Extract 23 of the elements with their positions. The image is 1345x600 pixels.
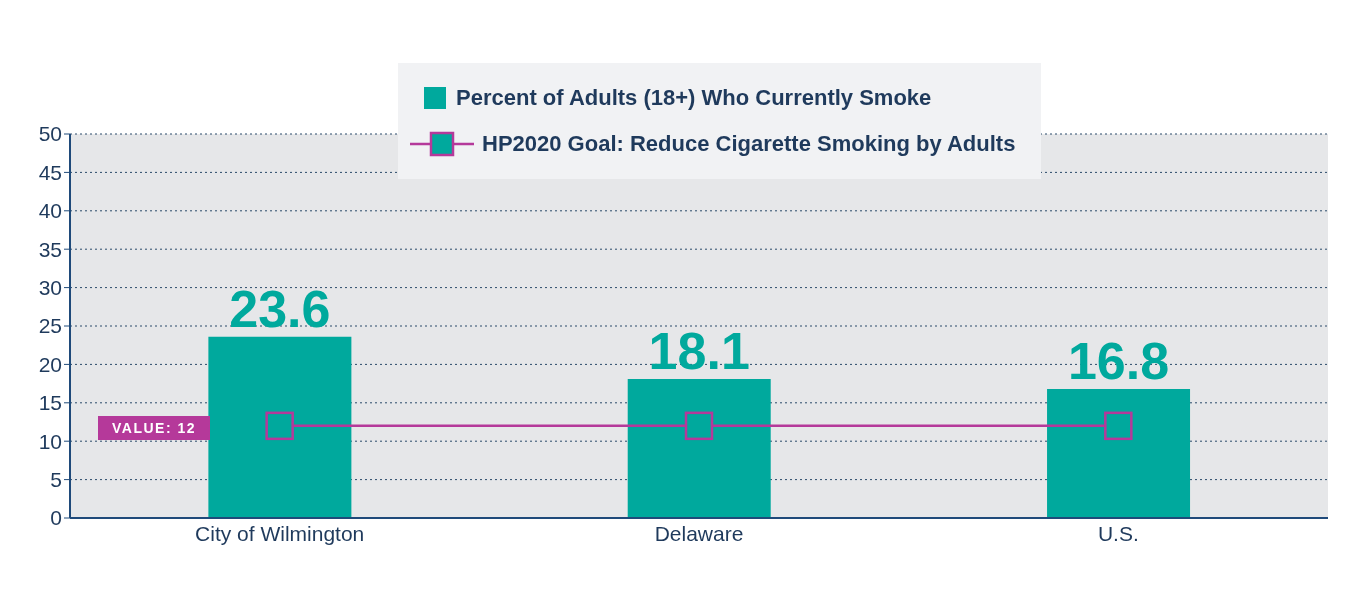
x-tick-label: Delaware	[654, 521, 744, 545]
y-tick-label: 20	[38, 352, 62, 376]
annotation: VALUE: 12	[98, 416, 211, 441]
y-tick-label: 50	[38, 122, 62, 146]
data-label: 18.1	[648, 321, 750, 380]
y-tick-label: 10	[38, 429, 62, 453]
legend-label: HP2020 Goal: Reduce Cigarette Smoking by Adults	[482, 131, 1016, 157]
y-tick-label: 5	[50, 468, 62, 492]
y-tick-label: 40	[38, 199, 62, 223]
y-tick-label: 0	[50, 506, 62, 530]
y-tick-label: 15	[38, 391, 62, 415]
bar	[208, 336, 352, 518]
data-label: 23.6	[229, 279, 331, 338]
legend-label: Percent of Adults (18+) Who Currently Smoke	[456, 85, 932, 111]
bar	[627, 378, 771, 518]
bar	[1047, 388, 1191, 518]
y-tick-label: 25	[38, 314, 62, 338]
y-tick-label: 30	[38, 276, 62, 300]
y-tick-label: 45	[38, 160, 62, 184]
data-label: 16.8	[1067, 331, 1170, 390]
y-tick-label: 35	[38, 237, 62, 261]
x-tick-label: City of Wilmington	[195, 521, 365, 545]
x-tick-label: U.S.	[1097, 521, 1139, 545]
